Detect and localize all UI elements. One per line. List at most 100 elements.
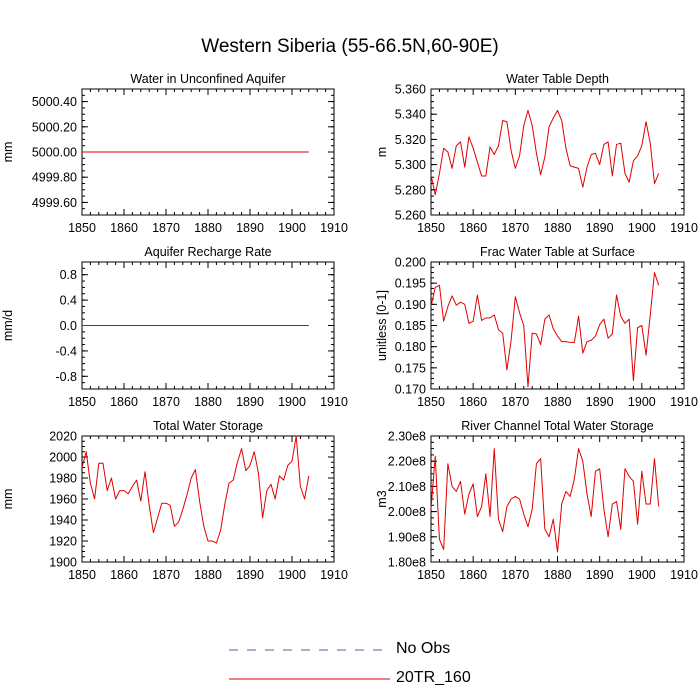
panel-3-title: Frac Water Table at Surface	[480, 245, 635, 259]
panel-4-ytick-label-3: 1960	[49, 493, 77, 507]
panel-3-ytick-label-0: 0.170	[395, 383, 426, 397]
panel-3-frame	[430, 261, 685, 390]
panel-5-ytick-label-2: 2.00e8	[388, 505, 426, 519]
panel-2-ytick-label-4: 0.8	[60, 268, 77, 282]
panel-2-ytick-label-3: 0.4	[60, 294, 77, 308]
panel-3-xtick-label-6: 1910	[670, 395, 698, 409]
panel-3-ytick-label-1: 0.175	[395, 361, 426, 375]
panel-3-ytick-label-2: 0.180	[395, 340, 426, 354]
panel-5-xtick-label-2: 1870	[501, 568, 529, 582]
panel-0-xtick-label-5: 1900	[278, 221, 306, 235]
panel-3-xtick-label-2: 1870	[501, 395, 529, 409]
panel-4-title: Total Water Storage	[153, 419, 263, 433]
panel-2-ytick-label-2: 0.0	[60, 319, 77, 333]
panel-4-ytick-label-5: 2000	[49, 451, 77, 465]
panel-1-ytick-label-4: 5.340	[395, 108, 426, 122]
panel-2-ytick-label-1: -0.4	[55, 344, 77, 358]
panel-3-ytick-label-6: 0.200	[395, 256, 426, 270]
panel-3-xtick-label-4: 1890	[586, 395, 614, 409]
panel-0-ytick-label-2: 5000.00	[32, 146, 77, 160]
panel-1-ylabel: m	[375, 147, 389, 157]
panel-3-series-0-line	[430, 272, 660, 388]
panel-5-xtick-label-3: 1880	[544, 568, 572, 582]
panel-0-ylabel: mm	[1, 142, 15, 163]
panel-0-xtick-label-2: 1870	[152, 221, 180, 235]
panel-4-ytick-label-6: 2020	[49, 430, 77, 444]
panel-2-ytick-label-0: -0.8	[55, 370, 77, 384]
panel-4-xtick-label-0: 1850	[68, 568, 96, 582]
panel-2-xtick-label-4: 1890	[236, 395, 264, 409]
panel-1-ytick-label-2: 5.300	[395, 158, 426, 172]
panel-5-ytick-label-1: 1.90e8	[388, 530, 426, 544]
panel-2-xtick-label-5: 1900	[278, 395, 306, 409]
panel-0-title: Water in Unconfined Aquifer	[130, 72, 285, 86]
legend-label-20tr-160: 20TR_160	[396, 669, 471, 686]
panel-5-ytick-label-0: 1.80e8	[388, 556, 426, 570]
panel-5-ytick-label-5: 2.30e8	[388, 430, 426, 444]
panel-0-ytick-label-4: 5000.40	[32, 95, 77, 109]
panel-2-ylabel: mm/d	[1, 310, 15, 341]
panel-4-ylabel: mm	[1, 489, 15, 510]
panel-0-ytick-label-0: 4999.60	[32, 196, 77, 210]
panel-5-title: River Channel Total Water Storage	[461, 419, 654, 433]
panel-0-xtick-label-4: 1890	[236, 221, 264, 235]
panel-5-xtick-label-4: 1890	[586, 568, 614, 582]
panel-5-series-0-line	[430, 448, 660, 553]
panel-1-xtick-label-5: 1900	[628, 221, 656, 235]
panel-3-xtick-label-5: 1900	[628, 395, 656, 409]
panel-1-xtick-label-0: 1850	[417, 221, 445, 235]
panel-3-xtick-label-1: 1860	[459, 395, 487, 409]
panel-5-ytick-label-3: 2.10e8	[388, 480, 426, 494]
panel-3-ytick-label-4: 0.190	[395, 298, 426, 312]
panel-2-xtick-label-2: 1870	[152, 395, 180, 409]
panel-2-xtick-label-6: 1910	[320, 395, 348, 409]
panel-3-ylabel: unitless [0-1]	[375, 290, 389, 361]
panel-5-ylabel: m3	[375, 490, 389, 507]
panel-4-ytick-label-2: 1940	[49, 514, 77, 528]
panel-3-ytick-label-5: 0.195	[395, 277, 426, 291]
panel-1-xtick-label-3: 1880	[544, 221, 572, 235]
panel-0-xtick-label-0: 1850	[68, 221, 96, 235]
panel-2-xtick-label-3: 1880	[194, 395, 222, 409]
panel-1-xtick-label-1: 1860	[459, 221, 487, 235]
panel-1-title: Water Table Depth	[506, 72, 609, 86]
panel-1-xtick-label-4: 1890	[586, 221, 614, 235]
panel-0-ytick-label-1: 4999.80	[32, 171, 77, 185]
panel-1-series-0-line	[430, 109, 660, 196]
panel-1-frame	[430, 88, 685, 216]
panel-5-xtick-label-6: 1910	[670, 568, 698, 582]
panel-5-frame	[430, 435, 685, 563]
panel-0-xtick-label-1: 1860	[110, 221, 138, 235]
panel-5-xtick-label-1: 1860	[459, 568, 487, 582]
panel-4-xtick-label-6: 1910	[320, 568, 348, 582]
panel-4-xtick-label-1: 1860	[110, 568, 138, 582]
panel-4-frame	[81, 435, 335, 563]
panel-4-xtick-label-3: 1880	[194, 568, 222, 582]
panel-0-xtick-label-3: 1880	[194, 221, 222, 235]
panel-4-xtick-label-2: 1870	[152, 568, 180, 582]
figure-title: Western Siberia (55-66.5N,60-90E)	[201, 36, 499, 57]
panel-3-xtick-label-3: 1880	[544, 395, 572, 409]
panel-4-ytick-label-1: 1920	[49, 535, 77, 549]
panel-0-ytick-label-3: 5000.20	[32, 120, 77, 134]
panel-5-ytick-label-4: 2.20e8	[388, 455, 426, 469]
panel-1-xtick-label-2: 1870	[501, 221, 529, 235]
panel-2-xtick-label-1: 1860	[110, 395, 138, 409]
panel-4-xtick-label-5: 1900	[278, 568, 306, 582]
panel-3-xtick-label-0: 1850	[417, 395, 445, 409]
panel-1-ytick-label-1: 5.280	[395, 183, 426, 197]
panel-1-ytick-label-0: 5.260	[395, 209, 426, 223]
panel-4-xtick-label-4: 1890	[236, 568, 264, 582]
panel-4-ytick-label-0: 1900	[49, 556, 77, 570]
panel-5-xtick-label-0: 1850	[417, 568, 445, 582]
panel-1-ytick-label-3: 5.320	[395, 133, 426, 147]
panel-2-xtick-label-0: 1850	[68, 395, 96, 409]
legend-label-no-obs: No Obs	[396, 640, 451, 657]
panel-1-xtick-label-6: 1910	[670, 221, 698, 235]
panel-5-xtick-label-5: 1900	[628, 568, 656, 582]
panel-3-ytick-label-3: 0.185	[395, 319, 426, 333]
panel-4-ytick-label-4: 1980	[49, 472, 77, 486]
panel-0-xtick-label-6: 1910	[320, 221, 348, 235]
panel-1-ytick-label-5: 5.360	[395, 83, 426, 97]
